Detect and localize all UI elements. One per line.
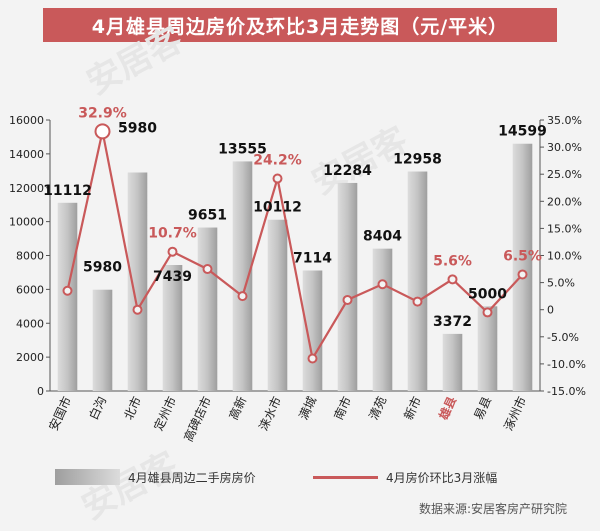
y-left-tick-label: 10000 [9,216,44,229]
legend-line-swatch [313,475,378,479]
x-tick-label: 易县 [471,394,494,422]
y-right-tick-label: 10.0% [547,250,582,263]
x-tick-label: 北市 [120,394,144,422]
source-note: 数据来源:安居客房产研究院 [418,502,567,516]
legend-item-line: 4月房价环比3月涨幅 [313,464,497,490]
bar [197,227,218,391]
bar [267,219,288,391]
y-right-tick-label: 25.0% [547,168,582,181]
line-point [342,294,353,305]
bar-value-label: 7439 [153,269,192,285]
y-right-tick-label: 20.0% [547,195,582,208]
line-point [94,123,111,140]
x-tick-label: 高碑店市 [180,394,214,444]
line-point [482,307,493,318]
bar-value-label: 12284 [323,163,372,179]
bar [232,161,253,391]
line-point [62,285,73,296]
y-right-tick-label: 5.0% [547,277,575,290]
line-value-label: 32.9% [78,105,127,121]
bar-value-label: 5980 [83,260,122,276]
x-tick-label: 南市 [330,394,354,422]
x-tick-label: 安国市 [45,394,74,433]
bar-series [57,143,533,391]
line-path [66,131,524,362]
legend-item-bar: 4月雄县周边二手房房价 [55,464,256,490]
bar-value-label: 9651 [188,208,227,224]
bar [57,202,78,391]
x-tick-label: 新市 [400,394,424,422]
bar [162,265,183,391]
x-tick-label: 高新 [225,394,249,422]
legend-bar-label: 4月雄县周边二手房房价 [128,470,256,485]
line-point [202,264,213,275]
y-left-tick-label: 14000 [9,148,44,161]
bar [407,171,428,391]
line-point [307,353,318,364]
bar [442,333,463,391]
x-tick-label: 定州市 [150,394,179,433]
y-right-tick-label: 35.0% [547,114,582,127]
x-tick-label: 涿州市 [500,394,529,433]
bar-value-label: 11112 [43,183,92,199]
line-point [237,291,248,302]
bar [372,248,393,391]
x-tick-label: 清苑 [366,394,389,422]
bar-value-label: 10112 [253,200,302,216]
y-right-tick-label: -5.0% [547,331,579,344]
y-left-tick-label: 2000 [16,351,44,364]
y-left-tick-label: 6000 [16,283,44,296]
bar-value-label: 5980 [118,121,157,137]
bar [477,306,498,391]
bar [92,289,113,391]
line-value-label: 10.7% [148,226,197,242]
y-left-tick-label: 4000 [16,317,44,330]
line-value-label: 5.6% [433,253,472,269]
line-value-label: 24.2% [253,153,302,169]
bar [512,143,533,391]
x-tick-label: 涞水市 [255,394,284,433]
y-right-tick-label: 30.0% [547,141,582,154]
y-right-tick-label: 0 [547,304,554,317]
y-left-tick-label: 0 [37,385,44,398]
bar-value-label: 13555 [218,141,267,157]
bar-value-label: 3372 [433,314,472,330]
line-point [517,269,528,280]
line-point [272,173,283,184]
watermark-text: 安居客 [80,20,189,103]
line-series [62,123,528,364]
y-right-tick-label: -15.0% [547,385,586,398]
line-point [412,296,423,307]
bar-value-label: 8404 [363,229,402,245]
y-right-tick-label: 15.0% [547,222,582,235]
x-tick-label: 白沟 [85,394,109,422]
y-left-tick-label: 16000 [9,114,44,127]
bar-value-label: 7114 [293,251,332,267]
legend-line-label: 4月房价环比3月涨幅 [386,470,498,485]
line-point [377,279,388,290]
bar [127,172,148,391]
legend-bar-swatch [55,469,120,485]
line-point [447,274,458,285]
bar-value-label: 14599 [498,124,547,140]
line-value-label: 6.5% [503,248,542,264]
chart-title: 4月雄县周边房价及环比3月走势图（元/平米） [43,8,557,42]
bar [337,182,358,391]
y-right-tick-label: -10.0% [547,358,586,371]
data-labels: 11112 5980 5980 7439 9651 13555 10112 7114 12284… [43,105,547,330]
y-left-tick-label: 12000 [9,182,44,195]
y-left-tick-label: 8000 [16,250,44,263]
legend: 4月雄县周边二手房房价 4月房价环比3月涨幅 [55,464,555,490]
bar-value-label: 12958 [393,152,442,168]
x-tick-label: 满城 [296,394,319,422]
x-tick-label: 雄县 [435,394,459,423]
line-point [132,304,143,315]
bar [302,270,323,391]
line-point [167,246,178,257]
bar-value-label: 5000 [468,286,507,302]
